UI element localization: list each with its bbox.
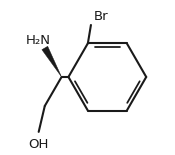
Text: H₂N: H₂N [26,34,51,47]
Polygon shape [42,46,62,77]
Text: Br: Br [94,10,109,23]
Text: OH: OH [29,138,49,151]
